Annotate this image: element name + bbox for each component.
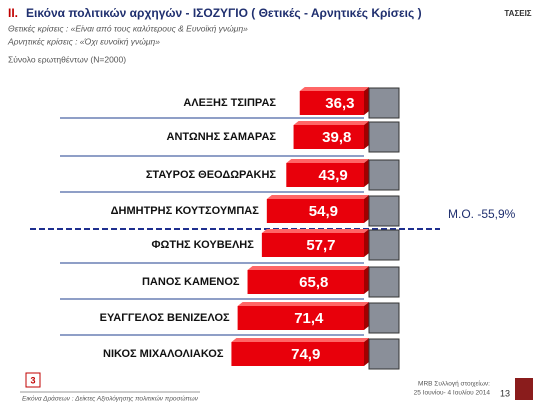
category-label: ΑΝΤΩΝΗΣ ΣΑΜΑΡΑΣ [167, 131, 277, 143]
footer-right: 25 Ιουνίου- 4 Ιουλίου 2014 [414, 389, 491, 397]
bar-side [364, 195, 369, 223]
category-label: ΝΙΚΟΣ ΜΙΧΑΛΟΛΙΑΚΟΣ [103, 348, 224, 360]
bar [237, 306, 364, 330]
bar-top [266, 195, 369, 199]
category-label: ΣΤΑΥΡΟΣ ΘΕΟΔΩΡΑΚΗΣ [146, 169, 277, 181]
footer-left: Εικόνα Δράσεων : Δείκτες Αξιολόγησης πολ… [22, 395, 199, 403]
photo [368, 87, 400, 119]
bar [299, 91, 364, 115]
bar-side [364, 159, 369, 187]
subtitle: Θετικές κρίσεις : «Είναι από τους καλύτε… [8, 23, 248, 33]
category-label: ΕΥΑΓΓΕΛΟΣ ΒΕΝΙΖΕΛΟΣ [100, 312, 230, 324]
bar-top [286, 159, 369, 163]
photo [368, 195, 400, 227]
bar-side [364, 121, 369, 149]
bar-top [261, 229, 369, 233]
bar-side [364, 266, 369, 294]
bar-top [231, 338, 369, 342]
bar [293, 125, 364, 149]
category-label: ΑΛΕΞΗΣ ΤΣΙΠΡΑΣ [183, 97, 276, 109]
subtitle: Αρνητικές κρίσεις : «Όχι ευνοϊκή γνώμη» [7, 36, 160, 46]
category-label: ΠΑΝΟΣ ΚΑΜΕΝΟΣ [142, 276, 240, 288]
chart-title: Εικόνα πολιτικών αρχηγών - ΙΣΟΖΥΓΙΟ ( Θε… [26, 6, 422, 20]
value-label: 74,9 [291, 346, 320, 363]
logo-box [500, 2, 536, 22]
photo [368, 229, 400, 261]
photo [368, 121, 400, 153]
base-note: Σύνολο ερωτηθέντων (Ν=2000) [8, 54, 126, 64]
photo [368, 302, 400, 334]
footer-box [25, 372, 41, 388]
bar [231, 342, 364, 366]
bar-top [237, 302, 369, 306]
bar-top [299, 87, 369, 91]
photo [368, 338, 400, 370]
logo: ΤΑΣΕΙΣ [504, 9, 531, 18]
bar-side [364, 302, 369, 330]
photo [368, 159, 400, 191]
bar-top [247, 266, 369, 270]
value-label: 43,9 [319, 167, 348, 184]
value-label: 71,4 [294, 310, 324, 327]
section-number: ΙΙ. [8, 6, 18, 20]
mean-label: Μ.Ο. -55,9% [448, 207, 516, 221]
mrb-logo [515, 378, 533, 400]
value-label: 36,3 [325, 95, 354, 112]
bar [266, 199, 364, 223]
value-label: 54,9 [309, 203, 338, 220]
value-label: 39,8 [322, 129, 351, 146]
value-label: 57,7 [306, 237, 335, 254]
category-label: ΔΗΜΗΤΡΗΣ ΚΟΥΤΣΟΥΜΠΑΣ [111, 205, 260, 217]
bar [286, 163, 364, 187]
category-label: ΦΩΤΗΣ ΚΟΥΒΕΛΗΣ [152, 239, 255, 251]
value-label: 65,8 [299, 274, 328, 291]
photo [368, 266, 400, 298]
bar [247, 270, 364, 294]
footer-right: MRB Συλλογή στοιχείων: [418, 380, 490, 388]
page-number: 13 [500, 388, 510, 398]
bar-top [293, 121, 369, 125]
bar-side [364, 229, 369, 257]
bar-side [364, 87, 369, 115]
footer-box-label: 3 [30, 375, 35, 385]
bar [261, 233, 364, 257]
bar-side [364, 338, 369, 366]
